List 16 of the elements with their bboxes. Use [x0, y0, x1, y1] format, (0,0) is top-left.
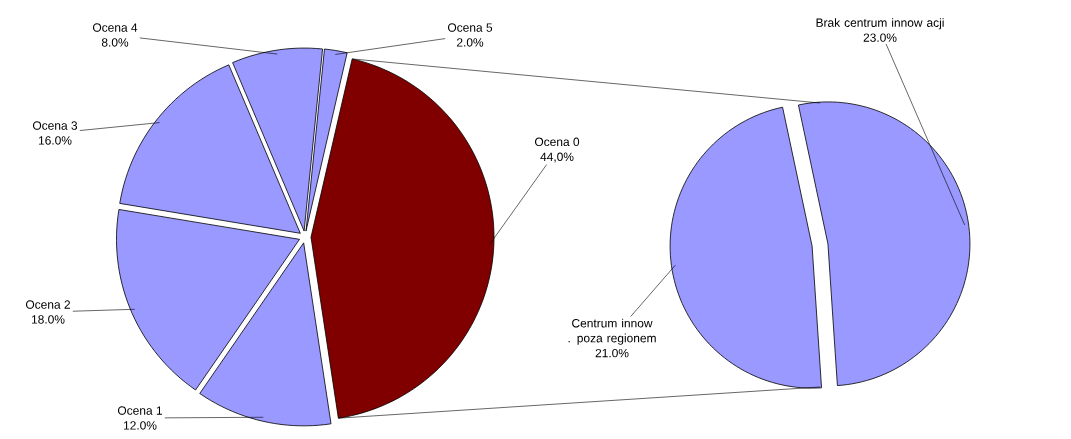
data-label: 2.0%: [456, 38, 484, 47]
slice-label: Ocena 4: [92, 23, 138, 32]
slice-label: Brak centrum innow acji: [816, 18, 944, 30]
slice-label: Ocena 2: [25, 300, 70, 309]
data-label: 18.0%: [31, 315, 65, 324]
data-label: 44,0%: [540, 152, 574, 163]
slice-label: Centrum innow . poza regionem: [568, 318, 656, 345]
slice-label: Ocena 0: [534, 137, 580, 147]
slice-label: Ocena 3: [32, 121, 78, 130]
slice-label: Ocena 5: [447, 23, 493, 32]
data-label: 8.0%: [101, 38, 129, 47]
slice-label: Ocena 1: [117, 406, 162, 415]
data-label: 16.0%: [38, 136, 72, 145]
data-label: 21.0%: [595, 348, 629, 358]
data-label: 23.0%: [863, 33, 897, 42]
data-label: 12.0%: [123, 421, 157, 430]
